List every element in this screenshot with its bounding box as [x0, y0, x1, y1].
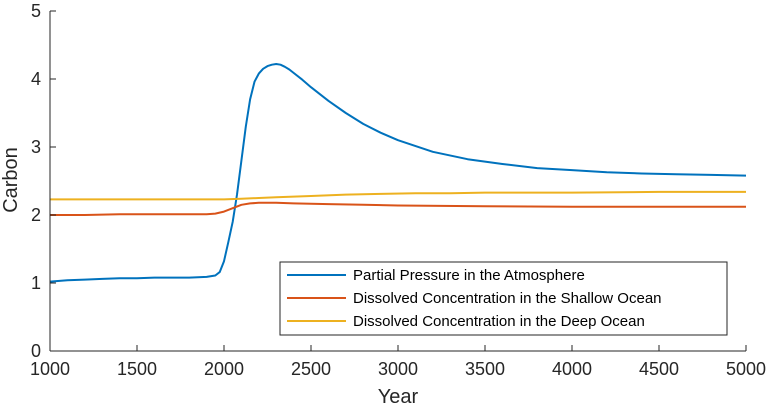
legend: Partial Pressure in the Atmosphere Dissol…	[279, 261, 728, 336]
x-tick-label: 2000	[204, 359, 244, 379]
x-tick-label: 2500	[291, 359, 331, 379]
x-tick-label: 4000	[552, 359, 592, 379]
legend-box	[279, 261, 728, 336]
legend-entry-label: Partial Pressure in the Atmosphere	[353, 267, 585, 284]
y-tick-label: 0	[31, 341, 41, 361]
y-tick-label: 1	[31, 273, 41, 293]
legend-entry-label: Dissolved Concentration in the Deep Ocea…	[353, 313, 645, 330]
legend-entry-label: Dissolved Concentration in the Shallow O…	[353, 290, 662, 307]
series-layer	[49, 63, 747, 283]
y-axis-label: Carbon	[0, 147, 22, 213]
y-tick-label: 5	[31, 1, 41, 21]
x-tick-label: 3000	[378, 359, 418, 379]
series-line-1	[49, 63, 747, 283]
y-tick-label: 2	[31, 205, 41, 225]
x-axis-label: Year	[378, 386, 419, 407]
series-line-3	[50, 190, 746, 201]
x-tick-label: 3500	[465, 359, 505, 379]
x-tick-label: 1500	[117, 359, 157, 379]
y-tick-label: 4	[31, 69, 41, 89]
y-tick-label: 3	[31, 137, 41, 157]
series-line-2	[50, 201, 746, 216]
x-tick-label: 5000	[726, 359, 766, 379]
axes-layer: 1000 1500 2000 2500 3000 3500 4000 4500 5000 0 1 2 3…	[30, 1, 766, 379]
x-tick-label: 1000	[30, 359, 70, 379]
x-tick-label: 4500	[639, 359, 679, 379]
